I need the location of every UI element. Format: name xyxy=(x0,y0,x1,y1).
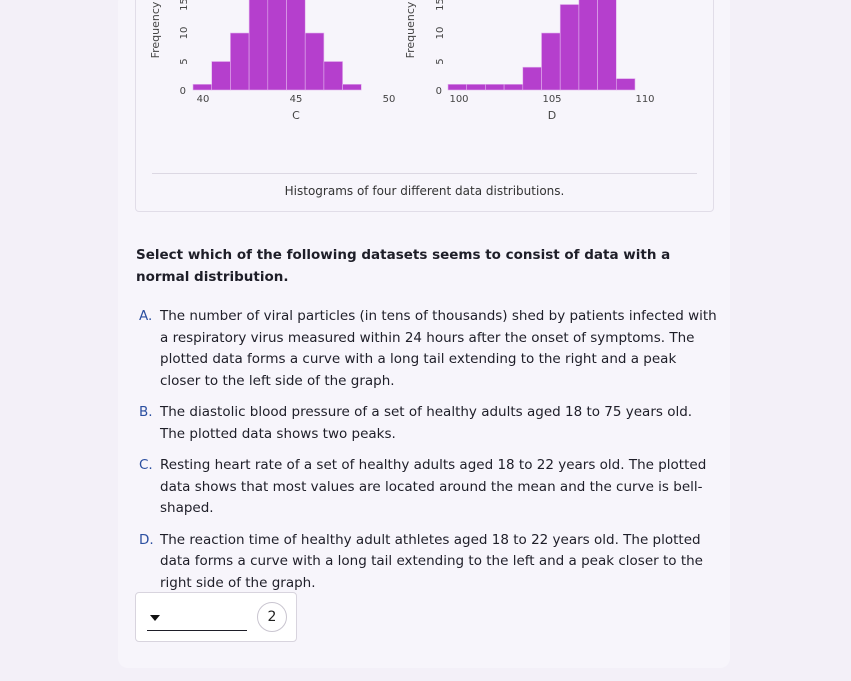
histogram-d-bar xyxy=(578,0,598,91)
histogram-c-bar xyxy=(304,32,325,91)
histogram-c-ytick-label: 5 xyxy=(179,58,190,64)
histogram-c-bar xyxy=(323,61,343,91)
histogram-c-x-axis-label: C xyxy=(292,109,300,122)
histogram-d-ytick-label: 15 xyxy=(435,0,446,11)
option-d-text: The reaction time of healthy adult athle… xyxy=(160,531,703,591)
histogram-d-xtick-label: 100 xyxy=(449,94,468,105)
answer-panel: 2 xyxy=(135,592,297,642)
histogram-d-bar xyxy=(466,84,486,91)
option-c[interactable]: C. Resting heart rate of a set of health… xyxy=(139,455,719,520)
histogram-c-xtick-label: 45 xyxy=(290,94,303,105)
histograms-figure: 0 5 10 15 40 45 50 C Frequency 0 5 10 15 100 105 110 D Fr… xyxy=(149,0,655,122)
option-a-letter: A. xyxy=(139,308,153,324)
histogram-c-ytick-label: 10 xyxy=(179,27,190,40)
histogram-d-bar xyxy=(559,4,580,91)
option-b[interactable]: B. The diastolic blood pressure of a set… xyxy=(139,402,719,445)
attempts-remaining-badge: 2 xyxy=(257,602,287,632)
histogram-d-y-axis-label: Frequency xyxy=(404,1,417,58)
histogram-d-bar xyxy=(597,0,617,91)
histogram-d-xtick-label: 105 xyxy=(542,94,561,105)
histogram-d-bar xyxy=(447,84,468,91)
histogram-c-y-axis-label: Frequency xyxy=(149,1,162,58)
histogram-c-xtick-label: 50 xyxy=(383,94,396,105)
option-d[interactable]: D. The reaction time of healthy adult at… xyxy=(139,530,719,595)
option-b-text: The diastolic blood pressure of a set of… xyxy=(160,404,693,442)
caret-down-icon xyxy=(150,615,160,621)
option-d-letter: D. xyxy=(139,531,154,548)
histogram-d-xtick-label: 110 xyxy=(635,94,654,105)
histogram-d-x-axis-label: D xyxy=(548,109,556,122)
question-prompt: Select which of the following datasets s… xyxy=(136,247,671,285)
histogram-c-bar xyxy=(248,0,269,91)
histogram-c-bar xyxy=(286,0,306,91)
histogram-d-ytick-label: 5 xyxy=(435,58,446,64)
histogram-c-bar xyxy=(192,84,213,91)
option-b-letter: B. xyxy=(139,404,153,420)
histogram-c-bar xyxy=(230,32,250,91)
histogram-c-ytick-label: 15 xyxy=(179,0,190,11)
histogram-d-ytick-label: 0 xyxy=(436,86,442,97)
histogram-c-bar xyxy=(342,84,362,91)
histogram-d-bar xyxy=(503,84,524,91)
option-a[interactable]: A. The number of viral particles (in ten… xyxy=(139,306,719,392)
histogram-c-bar xyxy=(211,61,231,91)
option-c-letter: C. xyxy=(139,457,153,473)
histogram-d-bar xyxy=(485,84,505,91)
caption-divider xyxy=(152,173,697,174)
histogram-d-bar xyxy=(541,32,561,91)
histogram-d-bar xyxy=(615,78,636,91)
figure-caption: Histograms of four different data distri… xyxy=(284,184,565,198)
histogram-d-ytick-label: 10 xyxy=(435,27,446,40)
answer-options: A. The number of viral particles (in ten… xyxy=(139,306,719,604)
histogram-c-ytick-label: 0 xyxy=(180,86,186,97)
option-a-text: The number of viral particles (in tens o… xyxy=(160,308,717,389)
option-c-text: Resting heart rate of a set of healthy a… xyxy=(160,457,707,516)
histogram-d-bar xyxy=(522,66,542,91)
histogram-c-xtick-label: 40 xyxy=(197,94,210,105)
histogram-c-bar xyxy=(267,0,287,91)
answer-dropdown[interactable] xyxy=(147,607,247,631)
